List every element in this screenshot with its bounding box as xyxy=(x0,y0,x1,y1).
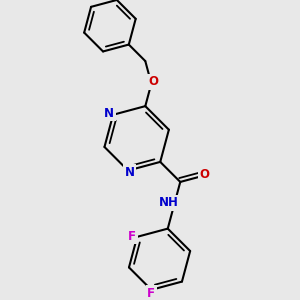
Text: N: N xyxy=(125,166,135,179)
Text: F: F xyxy=(147,286,155,300)
Text: O: O xyxy=(148,75,158,88)
Text: N: N xyxy=(104,106,114,120)
Text: NH: NH xyxy=(159,196,179,209)
Text: F: F xyxy=(128,230,136,243)
Text: O: O xyxy=(200,168,209,181)
